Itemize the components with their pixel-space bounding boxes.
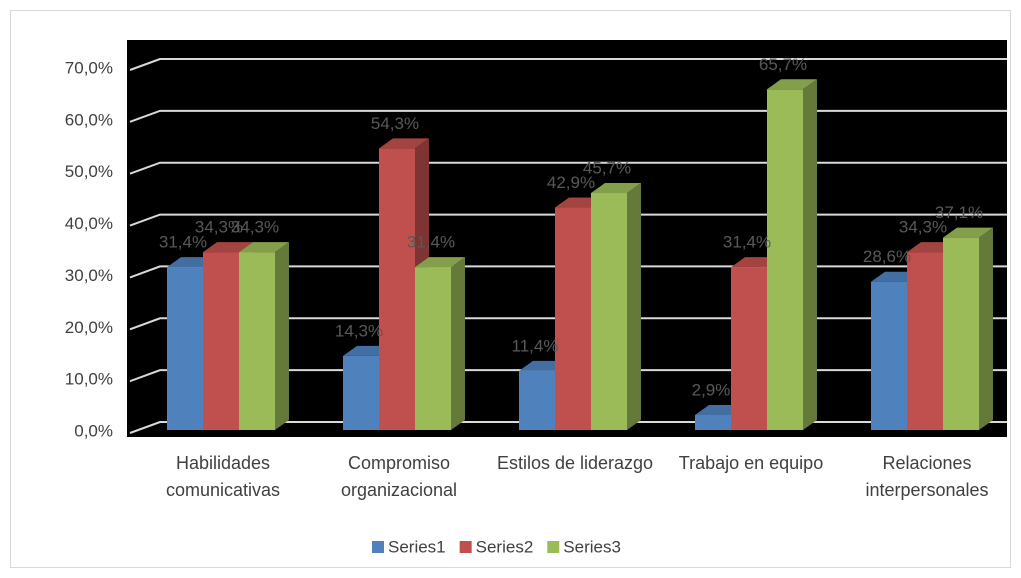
bar-front xyxy=(871,281,907,430)
bar-side xyxy=(979,227,993,430)
grid-line xyxy=(129,317,1007,331)
data-label: 45,7% xyxy=(583,158,631,177)
bar xyxy=(943,227,993,430)
data-label: 31,4% xyxy=(159,233,207,252)
bar-side xyxy=(803,79,817,430)
y-tick-label: 0,0% xyxy=(74,421,113,440)
bar-top xyxy=(203,242,253,253)
data-label: 31,4% xyxy=(407,233,455,252)
bar-top xyxy=(239,242,289,253)
data-label: 28,6% xyxy=(863,247,911,266)
bar-top xyxy=(415,257,465,268)
data-label: 34,3% xyxy=(899,218,947,237)
y-tick-label: 70,0% xyxy=(65,58,113,77)
y-tick-label: 60,0% xyxy=(65,110,113,129)
legend-label: Series1 xyxy=(388,537,446,556)
bar-side xyxy=(275,242,289,430)
bar-front xyxy=(943,237,979,430)
bar xyxy=(415,257,465,430)
bar-front xyxy=(907,252,943,430)
x-tick-label: Compromiso organizacional xyxy=(340,453,458,500)
legend-swatch xyxy=(372,541,384,553)
x-tick-label: Estilos de liderazgo xyxy=(496,453,654,473)
data-label: 34,3% xyxy=(231,218,279,237)
data-label: 42,9% xyxy=(547,173,595,192)
x-tick-label: Habilidades comunicativas xyxy=(165,453,281,500)
data-label: 14,3% xyxy=(335,321,383,340)
legend-swatch xyxy=(547,541,560,553)
x-tick-label: Relaciones interpersonales xyxy=(865,453,989,500)
bar-front xyxy=(415,267,451,430)
bar-front xyxy=(343,355,379,430)
grid-line xyxy=(129,58,1007,71)
grid-line xyxy=(129,161,1007,175)
data-label: 54,3% xyxy=(371,114,419,133)
y-tick-label: 30,0% xyxy=(65,266,113,285)
bar-front xyxy=(555,207,591,430)
bar-side xyxy=(627,183,641,430)
bar-front xyxy=(203,252,239,430)
data-label: 34,3% xyxy=(195,218,243,237)
bar-front xyxy=(379,148,415,430)
y-tick-label: 50,0% xyxy=(65,162,113,181)
grid-line xyxy=(129,369,1007,383)
grid-line xyxy=(129,265,1007,279)
bar-front xyxy=(695,414,731,430)
bar-top xyxy=(591,183,641,194)
bar-front xyxy=(239,252,275,430)
bar-front xyxy=(767,89,803,430)
bar-front xyxy=(167,267,203,430)
legend-label: Series3 xyxy=(563,537,621,556)
x-tick-label: Trabajo en equipo xyxy=(678,453,824,473)
data-label: 65,7% xyxy=(759,55,807,74)
bar-front xyxy=(519,370,555,430)
bar-side xyxy=(451,257,465,430)
bar xyxy=(591,183,641,430)
bar xyxy=(239,242,289,430)
y-tick-label: 40,0% xyxy=(65,214,113,233)
bar-front xyxy=(591,193,627,430)
data-label: 37,1% xyxy=(935,203,983,222)
legend-swatch xyxy=(459,541,472,553)
data-label: 11,4% xyxy=(512,336,559,355)
data-label: 2,9% xyxy=(692,380,731,399)
bar xyxy=(767,79,817,430)
y-tick-label: 20,0% xyxy=(65,318,113,337)
y-tick-label: 10,0% xyxy=(65,370,113,389)
bar-top xyxy=(767,79,817,90)
grid-line xyxy=(129,213,1007,227)
bar-front xyxy=(731,267,767,430)
bar-top xyxy=(943,227,993,238)
data-label: 31,4% xyxy=(723,233,771,252)
grid-line xyxy=(129,109,1007,123)
legend-label: Series2 xyxy=(476,537,534,556)
bar-top xyxy=(379,138,429,149)
